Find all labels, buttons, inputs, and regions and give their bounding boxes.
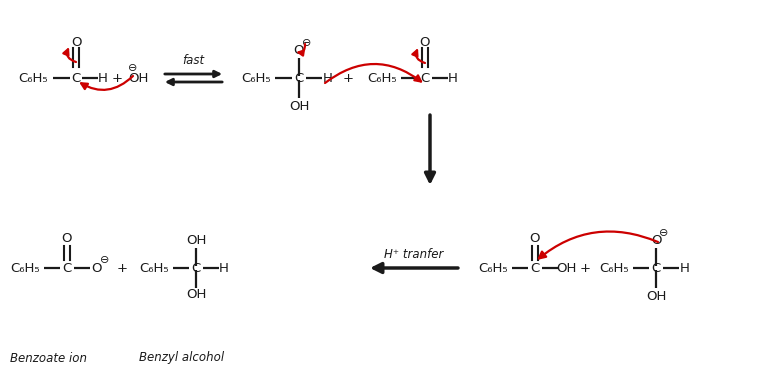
Text: O: O — [530, 233, 540, 245]
Text: C₆H₅: C₆H₅ — [478, 262, 508, 274]
Text: H: H — [98, 72, 108, 84]
FancyArrowPatch shape — [81, 76, 133, 90]
Text: O: O — [61, 233, 72, 245]
Text: ⊖: ⊖ — [101, 255, 110, 265]
FancyArrowPatch shape — [63, 49, 76, 62]
Text: H: H — [323, 72, 333, 84]
Text: C₆H₅: C₆H₅ — [10, 262, 40, 274]
Text: H⁺ tranfer: H⁺ tranfer — [384, 247, 444, 261]
FancyArrowPatch shape — [325, 64, 421, 83]
Text: ⊖: ⊖ — [303, 38, 312, 48]
Text: ⊖: ⊖ — [659, 228, 669, 238]
Text: Benzoate ion: Benzoate ion — [9, 351, 87, 365]
Text: +: + — [117, 262, 127, 274]
Text: +: + — [580, 262, 591, 274]
FancyArrowPatch shape — [374, 264, 458, 273]
Text: C: C — [294, 72, 303, 84]
Text: C: C — [420, 72, 429, 84]
Text: C₆H₅: C₆H₅ — [18, 72, 48, 84]
Text: OH: OH — [646, 290, 666, 302]
Text: H: H — [448, 72, 458, 84]
Text: O: O — [91, 262, 102, 274]
Text: C₆H₅: C₆H₅ — [241, 72, 271, 84]
Text: O: O — [293, 44, 304, 58]
Text: fast: fast — [182, 55, 204, 67]
Text: Benzyl alcohol: Benzyl alcohol — [140, 351, 224, 365]
Text: ⊖: ⊖ — [128, 63, 137, 73]
Text: +: + — [111, 72, 123, 84]
Text: C₆H₅: C₆H₅ — [139, 262, 169, 274]
Text: O: O — [650, 234, 661, 247]
Text: OH: OH — [289, 100, 310, 112]
Text: C₆H₅: C₆H₅ — [367, 72, 397, 84]
Text: H: H — [219, 262, 229, 274]
Text: H: H — [680, 262, 690, 274]
Text: O: O — [420, 35, 430, 49]
Text: C: C — [71, 72, 81, 84]
Text: OH: OH — [186, 288, 206, 302]
Text: C: C — [651, 262, 660, 274]
Text: C: C — [62, 262, 71, 274]
Text: O: O — [71, 35, 81, 49]
Text: OH: OH — [127, 72, 148, 86]
Text: C: C — [531, 262, 540, 274]
Text: OH: OH — [186, 234, 206, 247]
Text: C₆H₅: C₆H₅ — [599, 262, 629, 274]
FancyArrowPatch shape — [539, 231, 658, 258]
FancyArrowPatch shape — [299, 44, 305, 55]
FancyArrowPatch shape — [412, 50, 425, 63]
Text: +: + — [343, 72, 353, 84]
Text: OH: OH — [556, 262, 576, 274]
FancyArrowPatch shape — [425, 115, 435, 181]
Text: C: C — [191, 262, 200, 274]
